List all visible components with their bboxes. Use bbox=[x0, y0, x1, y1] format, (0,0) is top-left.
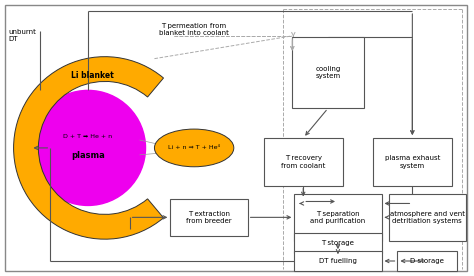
Circle shape bbox=[30, 90, 146, 205]
Bar bbox=[170, 198, 248, 236]
Wedge shape bbox=[14, 57, 164, 239]
Text: T extraction
from breeder: T extraction from breeder bbox=[186, 211, 232, 224]
Bar bbox=[398, 251, 457, 271]
Bar bbox=[294, 193, 382, 241]
Text: plasma: plasma bbox=[71, 151, 105, 160]
Ellipse shape bbox=[155, 129, 234, 167]
Text: D storage: D storage bbox=[410, 258, 444, 264]
Text: plasma exhaust
system: plasma exhaust system bbox=[385, 155, 440, 169]
Text: Li + n ⇒ T + He⁴: Li + n ⇒ T + He⁴ bbox=[168, 145, 220, 150]
Bar bbox=[292, 37, 364, 108]
Text: T separation
and purification: T separation and purification bbox=[310, 211, 365, 224]
Text: cooling
system: cooling system bbox=[315, 66, 341, 79]
Text: Li blanket: Li blanket bbox=[71, 71, 113, 80]
Text: T storage: T storage bbox=[321, 240, 355, 246]
Text: DT fuelling: DT fuelling bbox=[319, 258, 357, 264]
Text: D + T ➡ He + n: D + T ➡ He + n bbox=[64, 134, 112, 139]
Text: T permeation from
blanket into coolant: T permeation from blanket into coolant bbox=[159, 23, 229, 36]
Bar bbox=[264, 138, 343, 186]
Text: unburnt
DT: unburnt DT bbox=[9, 29, 36, 42]
Text: atmosphere and vent
detritiation systems: atmosphere and vent detritiation systems bbox=[390, 211, 465, 224]
Text: T recovery
from coolant: T recovery from coolant bbox=[281, 155, 326, 169]
Bar bbox=[373, 138, 452, 186]
Bar bbox=[294, 251, 382, 271]
Bar bbox=[389, 193, 466, 241]
Bar bbox=[294, 233, 382, 253]
